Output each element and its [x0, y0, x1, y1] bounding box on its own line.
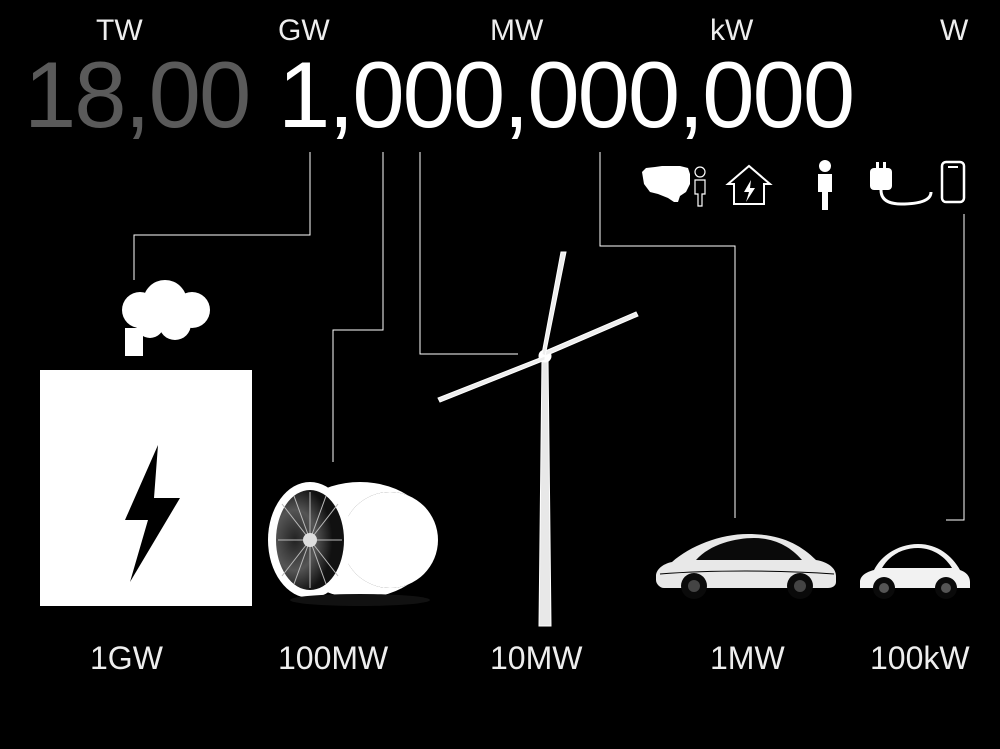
unit-w: W — [940, 14, 968, 48]
person-icon — [810, 158, 840, 217]
jet-engine-icon — [260, 470, 440, 610]
house-bolt-icon — [724, 162, 774, 213]
usa-person-icon — [640, 162, 712, 213]
power-plant-icon — [30, 270, 260, 610]
big-number-dim: 18,00 — [24, 48, 249, 142]
sports-car-icon — [650, 520, 840, 600]
electric-car-icon — [852, 534, 972, 604]
label-1gw: 1GW — [90, 640, 163, 677]
label-1mw: 1MW — [710, 640, 785, 677]
label-100mw: 100MW — [278, 640, 388, 677]
label-10mw: 10MW — [490, 640, 582, 677]
wind-turbine-icon — [430, 248, 650, 628]
big-number-main: 1,000,000,000 — [278, 48, 853, 142]
label-100kw: 100kW — [870, 640, 970, 677]
plug-phone-icon — [868, 160, 968, 219]
